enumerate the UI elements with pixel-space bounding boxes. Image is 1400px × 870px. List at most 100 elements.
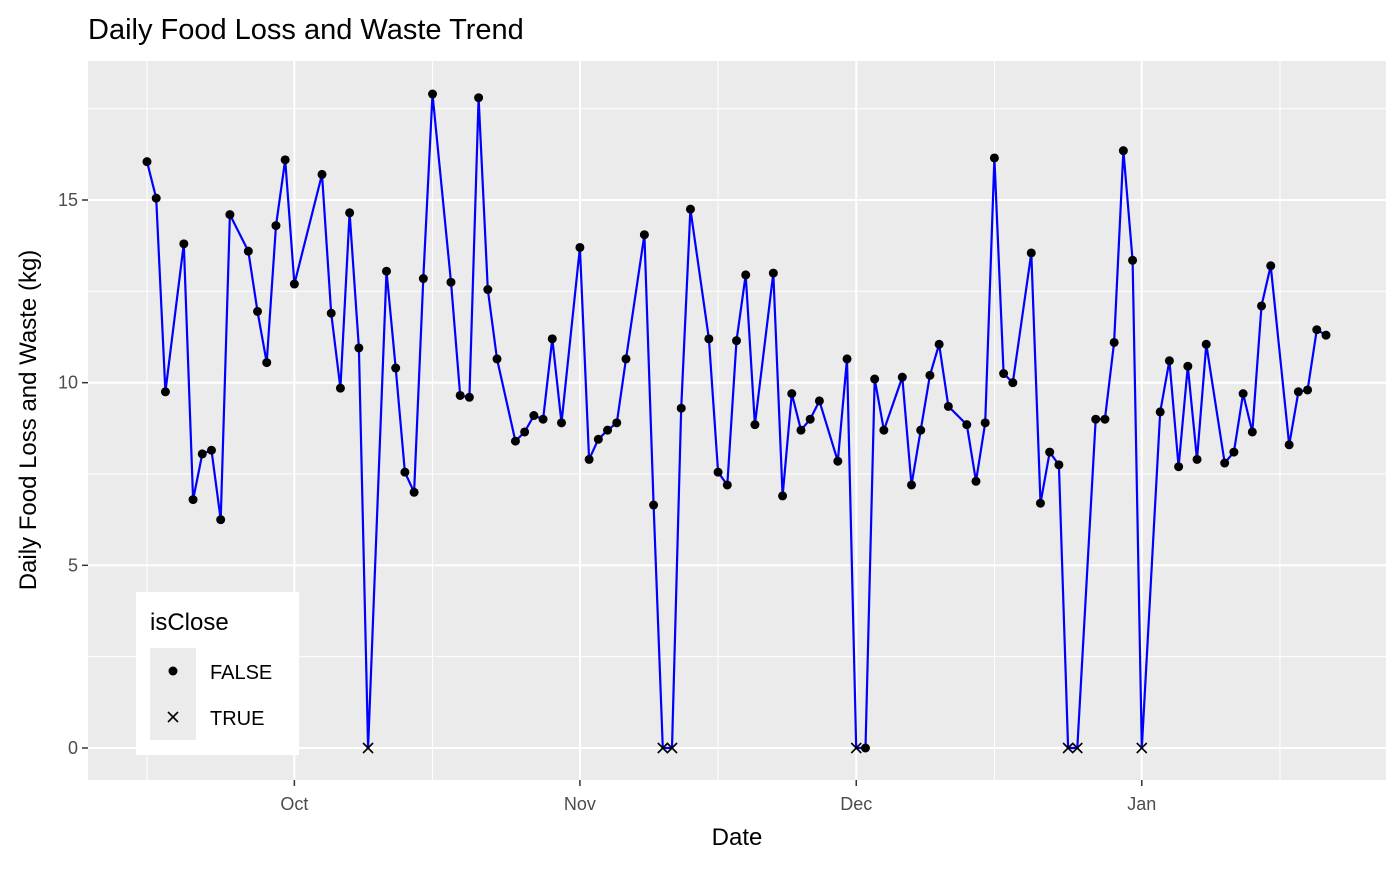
x-tick-label: Oct <box>280 794 308 814</box>
y-tick-label: 15 <box>58 190 78 210</box>
data-point <box>962 420 972 430</box>
data-point <box>1164 356 1174 366</box>
data-point <box>280 155 290 165</box>
x-axis: Oct Nov Dec Jan <box>280 780 1156 814</box>
data-point <box>907 480 917 490</box>
data-point <box>1183 361 1193 371</box>
data-point <box>575 242 585 252</box>
data-point <box>1118 146 1128 156</box>
data-point <box>446 277 456 287</box>
series-line-path <box>145 92 1327 750</box>
y-axis-label: Daily Food Loss and Waste (kg) <box>15 250 42 591</box>
data-point <box>409 487 419 497</box>
data-point <box>520 427 530 437</box>
data-point <box>354 343 364 353</box>
data-point <box>455 390 465 400</box>
data-point <box>1266 261 1276 271</box>
data-point <box>1220 458 1230 468</box>
data-point <box>796 425 806 435</box>
x-tick-label: Jan <box>1127 794 1156 814</box>
data-point <box>787 389 797 399</box>
data-point <box>1109 337 1119 347</box>
data-point <box>860 743 870 753</box>
plot-panel <box>88 61 1386 780</box>
series-line <box>145 92 1327 750</box>
data-point <box>326 308 336 318</box>
data-point <box>216 515 226 525</box>
data-point <box>1008 378 1018 388</box>
data-point <box>317 169 327 179</box>
data-point <box>1128 255 1138 265</box>
data-point <box>1303 385 1313 395</box>
data-point <box>612 418 622 428</box>
data-point <box>722 480 732 490</box>
data-point <box>464 392 474 402</box>
x-axis-label: Date <box>712 824 763 851</box>
data-point-closed <box>1136 742 1148 754</box>
legend-title: isClose <box>150 609 229 636</box>
data-point <box>778 491 788 501</box>
data-points <box>142 89 1331 754</box>
data-point <box>271 221 281 231</box>
data-point <box>1229 447 1239 457</box>
data-point <box>179 239 189 249</box>
data-point <box>160 387 170 397</box>
data-point <box>428 89 438 99</box>
data-point <box>197 449 207 459</box>
data-point <box>593 434 603 444</box>
data-point <box>805 414 815 424</box>
data-point <box>1091 414 1101 424</box>
data-point <box>418 274 428 284</box>
data-point <box>474 93 484 103</box>
data-point <box>1192 454 1202 464</box>
data-point-closed <box>657 742 669 754</box>
data-point-closed <box>1071 742 1083 754</box>
data-point <box>870 374 880 384</box>
data-point <box>1100 414 1110 424</box>
legend-key-false-dot-icon <box>168 666 178 676</box>
data-point <box>989 153 999 163</box>
legend-key-true-cross-icon <box>167 711 179 723</box>
data-point <box>999 369 1009 379</box>
y-axis: 0 5 10 15 <box>58 190 88 758</box>
y-tick-label: 10 <box>58 373 78 393</box>
data-point-closed <box>1062 742 1074 754</box>
data-point <box>897 372 907 382</box>
data-point <box>685 204 695 214</box>
data-point <box>529 411 539 421</box>
data-point <box>1035 498 1045 508</box>
data-point <box>510 436 520 446</box>
data-point <box>492 354 502 364</box>
data-point <box>1293 387 1303 397</box>
data-point <box>400 467 410 477</box>
data-point <box>814 396 824 406</box>
data-point-closed <box>666 742 678 754</box>
data-point <box>151 193 161 203</box>
data-point <box>206 445 216 455</box>
data-point <box>980 418 990 428</box>
data-point <box>1045 447 1055 457</box>
data-point <box>1247 427 1257 437</box>
data-point <box>289 279 299 289</box>
data-point <box>621 354 631 364</box>
x-tick-label: Nov <box>564 794 596 814</box>
data-point <box>925 370 935 380</box>
data-point <box>391 363 401 373</box>
y-tick-label: 0 <box>68 738 78 758</box>
data-point <box>1054 460 1064 470</box>
data-point <box>934 339 944 349</box>
data-point <box>1238 389 1248 399</box>
data-point <box>768 268 778 278</box>
data-point <box>1321 330 1331 340</box>
legend: isClose FALSE TRUE <box>136 592 299 755</box>
data-point-closed <box>850 742 862 754</box>
data-point <box>1155 407 1165 417</box>
data-point <box>971 476 981 486</box>
y-tick-label: 5 <box>68 555 78 575</box>
grid-major <box>88 61 1386 780</box>
legend-label-true: TRUE <box>210 708 264 730</box>
data-point <box>253 306 263 316</box>
data-point <box>676 403 686 413</box>
